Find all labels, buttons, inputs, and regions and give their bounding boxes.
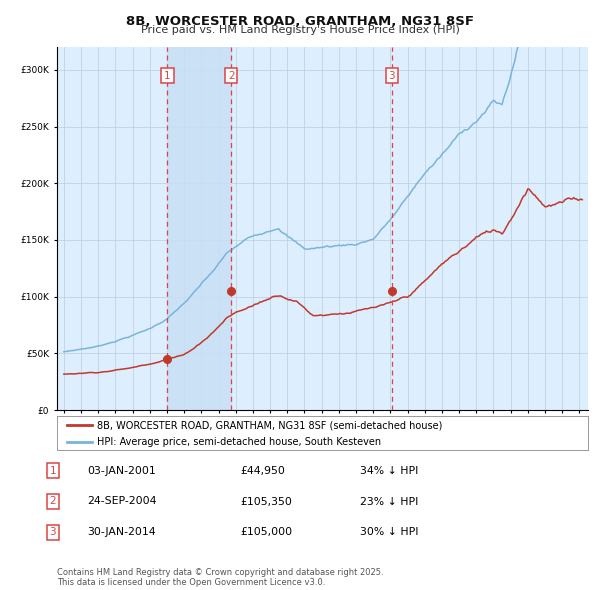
Text: 8B, WORCESTER ROAD, GRANTHAM, NG31 8SF: 8B, WORCESTER ROAD, GRANTHAM, NG31 8SF <box>126 15 474 28</box>
Text: Price paid vs. HM Land Registry's House Price Index (HPI): Price paid vs. HM Land Registry's House … <box>140 25 460 35</box>
Text: £44,950: £44,950 <box>240 466 285 476</box>
Text: Contains HM Land Registry data © Crown copyright and database right 2025.
This d: Contains HM Land Registry data © Crown c… <box>57 568 383 587</box>
Text: 24-SEP-2004: 24-SEP-2004 <box>87 497 157 506</box>
Text: £105,350: £105,350 <box>240 497 292 506</box>
Text: 3: 3 <box>49 527 56 537</box>
Text: 1: 1 <box>164 71 170 81</box>
Text: 30-JAN-2014: 30-JAN-2014 <box>87 527 155 537</box>
Text: 2: 2 <box>49 497 56 506</box>
Text: £105,000: £105,000 <box>240 527 292 537</box>
Bar <box>167 47 231 410</box>
Text: 2: 2 <box>228 71 235 81</box>
Text: 34% ↓ HPI: 34% ↓ HPI <box>360 466 418 476</box>
Text: 23% ↓ HPI: 23% ↓ HPI <box>360 497 418 506</box>
Text: HPI: Average price, semi-detached house, South Kesteven: HPI: Average price, semi-detached house,… <box>97 437 381 447</box>
Text: 8B, WORCESTER ROAD, GRANTHAM, NG31 8SF (semi-detached house): 8B, WORCESTER ROAD, GRANTHAM, NG31 8SF (… <box>97 420 442 430</box>
Text: 3: 3 <box>388 71 395 81</box>
Text: 03-JAN-2001: 03-JAN-2001 <box>87 466 156 476</box>
Text: 1: 1 <box>49 466 56 476</box>
Text: 30% ↓ HPI: 30% ↓ HPI <box>360 527 419 537</box>
